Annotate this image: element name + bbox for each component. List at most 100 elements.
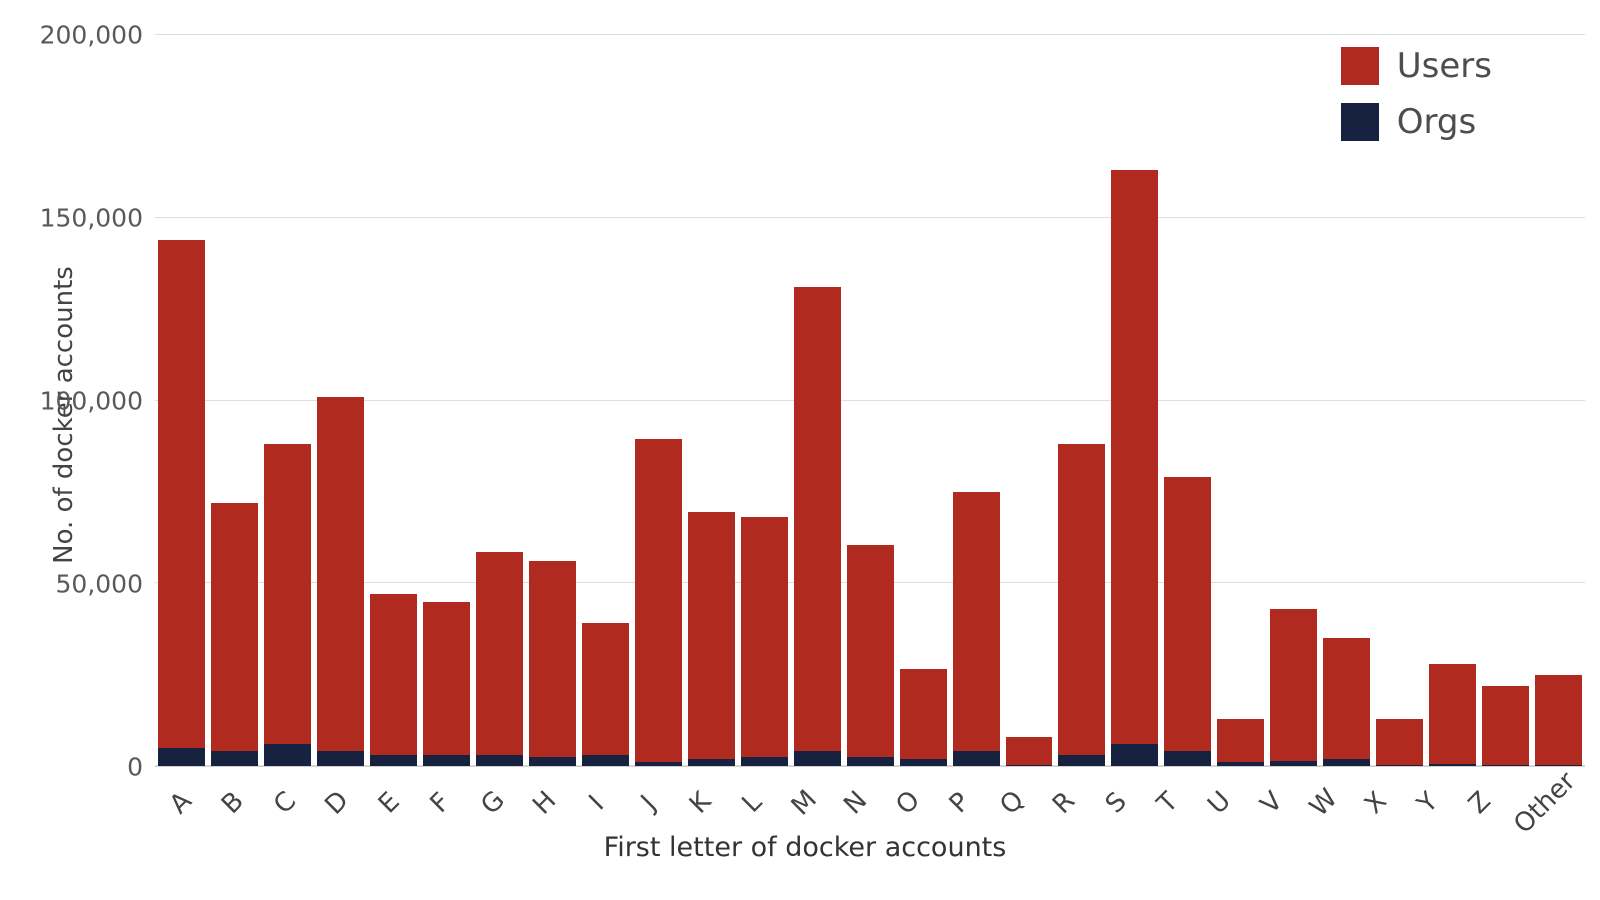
bar-group-y [1429,35,1477,766]
x-tick-label: F [424,787,457,819]
legend-label-users: Users [1396,46,1492,86]
bar-segment-orgs [1429,764,1477,766]
bar-segment-users [1058,444,1106,756]
bar-segment-users [422,601,470,756]
bar-segment-users [581,623,629,756]
y-tick-label: 200,000 [39,20,143,50]
x-label-cell: H [522,774,568,836]
bar-group-u [1217,35,1265,766]
x-label-cell: Other [1508,766,1582,839]
bar-group-d [316,35,364,766]
x-tick-label: J [635,789,662,817]
y-tick-label: 50,000 [55,569,143,599]
x-label-cell: P [937,774,983,836]
bar-segment-users [952,491,1000,752]
x-label-cell: I [574,774,620,836]
bar-segment-orgs [1005,764,1053,766]
bar-group-a [158,35,205,766]
x-label-cell: E [366,774,412,836]
bar-segment-orgs [740,756,788,766]
bar-segment-users [1376,718,1424,765]
bar-segment-orgs [581,755,629,766]
x-axis-title: First letter of docker accounts [603,832,1007,863]
gridline [155,216,1585,218]
y-tick-label: 150,000 [39,203,143,233]
bar-segment-users [899,669,947,759]
bar-group-z [1482,35,1530,766]
x-tick-label: K [683,786,717,820]
x-label-cell: M [781,774,827,836]
bar-segment-orgs [316,751,364,766]
bar-group-x [1376,35,1424,766]
bar-group-f [422,35,470,766]
bar-group-e [369,35,417,766]
x-label-cell: S [1093,774,1139,836]
bar-segment-orgs [793,751,841,766]
x-label-cell: C [262,774,308,836]
bar-segment-orgs [1376,764,1424,766]
gridline [155,34,1585,35]
bar-segment-users [687,512,735,759]
bar-segment-users [1005,736,1053,765]
bar-group-h [528,35,576,766]
y-axis: 0 50,000 100,000 150,000 200,000 [0,21,143,782]
x-tick-label: Q [994,785,1030,821]
x-tick-label: X [1358,786,1393,820]
x-label-cell: Y [1405,774,1451,836]
x-tick-label: N [838,785,874,821]
x-tick-label: E [372,786,406,820]
x-label-cell: G [470,774,516,836]
y-tick-label: 0 [127,752,143,782]
bar-group-s [1111,35,1159,766]
x-label-cell: V [1249,774,1295,836]
bar-segment-orgs [369,755,417,766]
bar-segment-users [846,544,894,757]
x-tick-label: T [1151,786,1184,820]
bar-segment-users [1429,663,1477,765]
bar-segment-users [1482,685,1530,765]
bar-segment-orgs [899,758,947,766]
x-label-cell: X [1353,774,1399,836]
bar-group-n [846,35,894,766]
x-tick-label: Y [1411,786,1444,820]
bar-segment-users [316,396,364,752]
legend-swatch-orgs [1340,103,1379,141]
bar-group-w [1323,35,1371,766]
y-tick-label: 100,000 [39,386,143,416]
x-tick-label: U [1202,785,1238,821]
x-label-cell: A [158,774,204,836]
bar-segment-orgs [1058,755,1106,766]
bar-segment-orgs [952,751,1000,766]
bar-group-g [475,35,523,766]
bar-segment-orgs [263,744,311,766]
legend-item-orgs: Orgs [1340,102,1492,142]
plot-area [155,34,1585,767]
bar-group-v [1270,35,1318,766]
x-label-cell: U [1197,774,1243,836]
legend-label-orgs: Orgs [1396,102,1477,142]
bar-segment-orgs [687,758,735,766]
bar-group-j [634,35,682,766]
bar-group-r [1058,35,1106,766]
bar-segment-orgs [528,756,576,766]
x-label-cell: T [1145,774,1191,836]
x-tick-label: O [890,785,926,821]
bar-segment-users [369,594,417,756]
x-tick-label: Other [1508,766,1582,840]
bar-segment-orgs [422,755,470,766]
bar-segment-orgs [158,747,205,766]
x-label-cell: D [314,774,360,836]
x-label-cell: F [418,774,464,836]
bar-segment-orgs [1111,744,1159,766]
bar-group-m [793,35,841,766]
x-label-cell: K [677,774,723,836]
bar-segment-users [793,287,841,752]
x-label-cell: N [833,774,879,836]
bar-segment-users [263,444,311,745]
x-tick-label: V [1254,786,1289,820]
x-label-cell: R [1041,774,1087,836]
x-tick-label: D [319,785,355,821]
legend-item-users: Users [1340,46,1492,86]
gridline [155,399,1585,401]
bar-segment-users [1323,638,1371,759]
